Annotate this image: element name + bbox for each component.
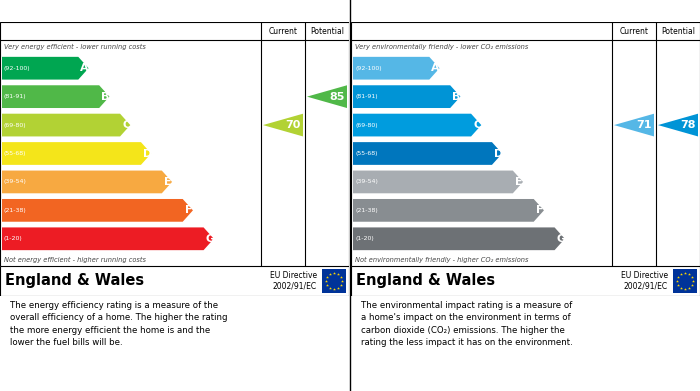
Polygon shape [307, 85, 347, 108]
Text: (21-38): (21-38) [355, 208, 378, 213]
Text: (92-100): (92-100) [4, 66, 31, 71]
Polygon shape [353, 199, 544, 222]
Text: G: G [556, 234, 566, 244]
Polygon shape [614, 114, 654, 136]
Text: (1-20): (1-20) [355, 236, 374, 241]
Text: England & Wales: England & Wales [5, 273, 144, 289]
Text: F: F [536, 205, 544, 215]
Text: D: D [143, 149, 152, 158]
Text: EU Directive
2002/91/EC: EU Directive 2002/91/EC [270, 271, 317, 291]
Text: B: B [102, 91, 110, 102]
Polygon shape [353, 114, 482, 136]
Text: A: A [80, 63, 89, 73]
Text: (81-91): (81-91) [355, 94, 377, 99]
Text: Very environmentally friendly - lower CO₂ emissions: Very environmentally friendly - lower CO… [355, 44, 528, 50]
Text: A: A [431, 63, 440, 73]
Polygon shape [2, 57, 88, 80]
Text: Current: Current [620, 27, 648, 36]
Text: (39-54): (39-54) [355, 179, 378, 185]
Text: F: F [186, 205, 192, 215]
Polygon shape [2, 170, 172, 193]
Text: G: G [205, 234, 214, 244]
Text: (39-54): (39-54) [4, 179, 27, 185]
Text: England & Wales: England & Wales [356, 273, 495, 289]
Polygon shape [353, 57, 440, 80]
Text: Environmental Impact (CO₂) Rating: Environmental Impact (CO₂) Rating [356, 6, 575, 16]
Text: 70: 70 [285, 120, 300, 130]
Text: Current: Current [269, 27, 298, 36]
Text: Potential: Potential [310, 27, 344, 36]
Text: C: C [122, 120, 130, 130]
Text: (81-91): (81-91) [4, 94, 27, 99]
Text: C: C [473, 120, 482, 130]
Text: Very energy efficient - lower running costs: Very energy efficient - lower running co… [4, 44, 146, 50]
Text: (21-38): (21-38) [4, 208, 27, 213]
Text: Energy Efficiency Rating: Energy Efficiency Rating [5, 6, 158, 16]
Text: (55-68): (55-68) [4, 151, 27, 156]
Polygon shape [2, 228, 214, 250]
Text: EU Directive
2002/91/EC: EU Directive 2002/91/EC [621, 271, 668, 291]
Polygon shape [353, 228, 565, 250]
Text: (1-20): (1-20) [4, 236, 22, 241]
Text: 71: 71 [636, 120, 652, 130]
Polygon shape [353, 85, 461, 108]
Text: E: E [164, 177, 172, 187]
Text: (92-100): (92-100) [355, 66, 382, 71]
Polygon shape [2, 114, 130, 136]
Text: E: E [515, 177, 523, 187]
Text: 85: 85 [329, 91, 344, 102]
Polygon shape [2, 85, 109, 108]
Text: (69-80): (69-80) [355, 122, 377, 127]
Text: Not environmentally friendly - higher CO₂ emissions: Not environmentally friendly - higher CO… [355, 256, 528, 262]
Text: (55-68): (55-68) [355, 151, 377, 156]
Text: Potential: Potential [661, 27, 695, 36]
Text: D: D [494, 149, 503, 158]
Bar [673, 269, 697, 293]
Text: Not energy efficient - higher running costs: Not energy efficient - higher running co… [4, 256, 146, 262]
Polygon shape [353, 170, 523, 193]
Polygon shape [263, 114, 303, 136]
Text: (69-80): (69-80) [4, 122, 27, 127]
Text: 78: 78 [680, 120, 695, 130]
Text: B: B [452, 91, 461, 102]
Polygon shape [658, 114, 698, 136]
Text: The energy efficiency rating is a measure of the
overall efficiency of a home. T: The energy efficiency rating is a measur… [10, 301, 228, 347]
Text: The environmental impact rating is a measure of
a home's impact on the environme: The environmental impact rating is a mea… [361, 301, 573, 347]
Bar [322, 269, 346, 293]
Polygon shape [353, 142, 502, 165]
Polygon shape [2, 142, 151, 165]
Polygon shape [2, 199, 193, 222]
